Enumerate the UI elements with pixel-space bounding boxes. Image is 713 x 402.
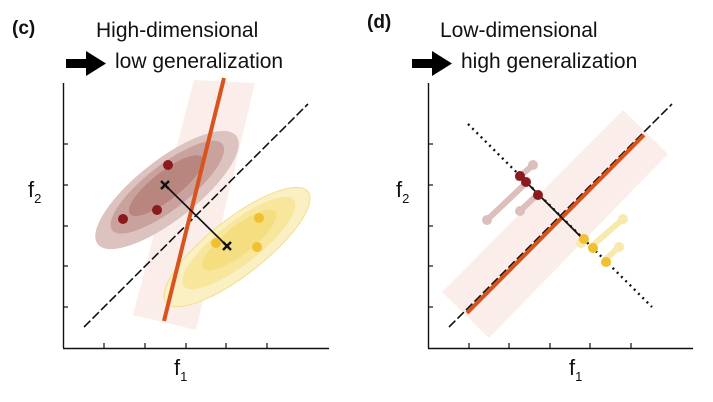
- red-point: [521, 177, 531, 187]
- yellow-centroid-cross-icon: [222, 241, 232, 251]
- red-point: [118, 214, 128, 224]
- red-faded-point: [515, 206, 525, 216]
- right-arrow-icon: [412, 51, 452, 76]
- panel-c-title-line1: High-dimensional: [96, 19, 259, 42]
- panel-d-decision-line: [465, 133, 646, 315]
- panel-c-centroid-line: [164, 184, 228, 247]
- panel-d-y-ticks: [428, 143, 433, 308]
- panel-c-y-ticks: [63, 143, 68, 308]
- panel-d-x-ticks: [468, 343, 632, 348]
- panel-c-yellow-cluster: [163, 186, 311, 308]
- red-faded-point: [528, 160, 538, 170]
- panel-d-xlabel: f1: [569, 355, 582, 384]
- panel-d-dotted-axis: [467, 123, 653, 308]
- yellow-point: [211, 238, 221, 248]
- panel-c-decision-line: [162, 77, 226, 322]
- red-point: [152, 205, 162, 215]
- panel-d-xlabel-text: f: [569, 355, 576, 380]
- panel-c-xlabel-sub: 1: [180, 369, 188, 384]
- yellow-faded-point: [618, 214, 628, 224]
- panel-c-label: (c): [12, 18, 36, 39]
- panel-d-title-line1: Low-dimensional: [440, 19, 598, 42]
- panel-c-ylabel: f2: [28, 177, 41, 206]
- panel-c-x-ticks: [103, 343, 268, 348]
- right-arrow-icon: [66, 51, 106, 76]
- yellow-faded-point: [614, 242, 624, 252]
- red-faded-point: [482, 215, 492, 225]
- panel-c-ylabel-text: f: [28, 177, 35, 202]
- panel-d-plot: [427, 83, 693, 350]
- panel-d-ylabel: f2: [396, 177, 409, 206]
- yellow-point: [579, 234, 589, 244]
- red-point: [163, 160, 173, 170]
- yellow-point: [588, 243, 598, 253]
- panel-c-ylabel-sub: 2: [34, 191, 42, 206]
- panel-d-ylabel-text: f: [396, 177, 403, 202]
- panel-d-ylabel-sub: 2: [402, 191, 410, 206]
- panel-d-label: (d): [367, 12, 392, 33]
- panel-c-plot: [62, 77, 329, 350]
- red-point: [533, 190, 543, 200]
- red-centroid-cross-icon: [160, 180, 170, 190]
- panel-d-xlabel-sub: 1: [575, 369, 583, 384]
- yellow-point: [254, 213, 264, 223]
- yellow-point: [252, 242, 262, 252]
- yellow-ellipse-inner: [202, 209, 277, 271]
- panel-c-xlabel-text: f: [174, 355, 181, 380]
- panel-d-title-line2: high generalization: [461, 50, 638, 73]
- panel-c-xlabel: f1: [174, 355, 187, 384]
- yellow-point: [601, 257, 611, 267]
- panel-c-title-line2: low generalization: [115, 50, 284, 73]
